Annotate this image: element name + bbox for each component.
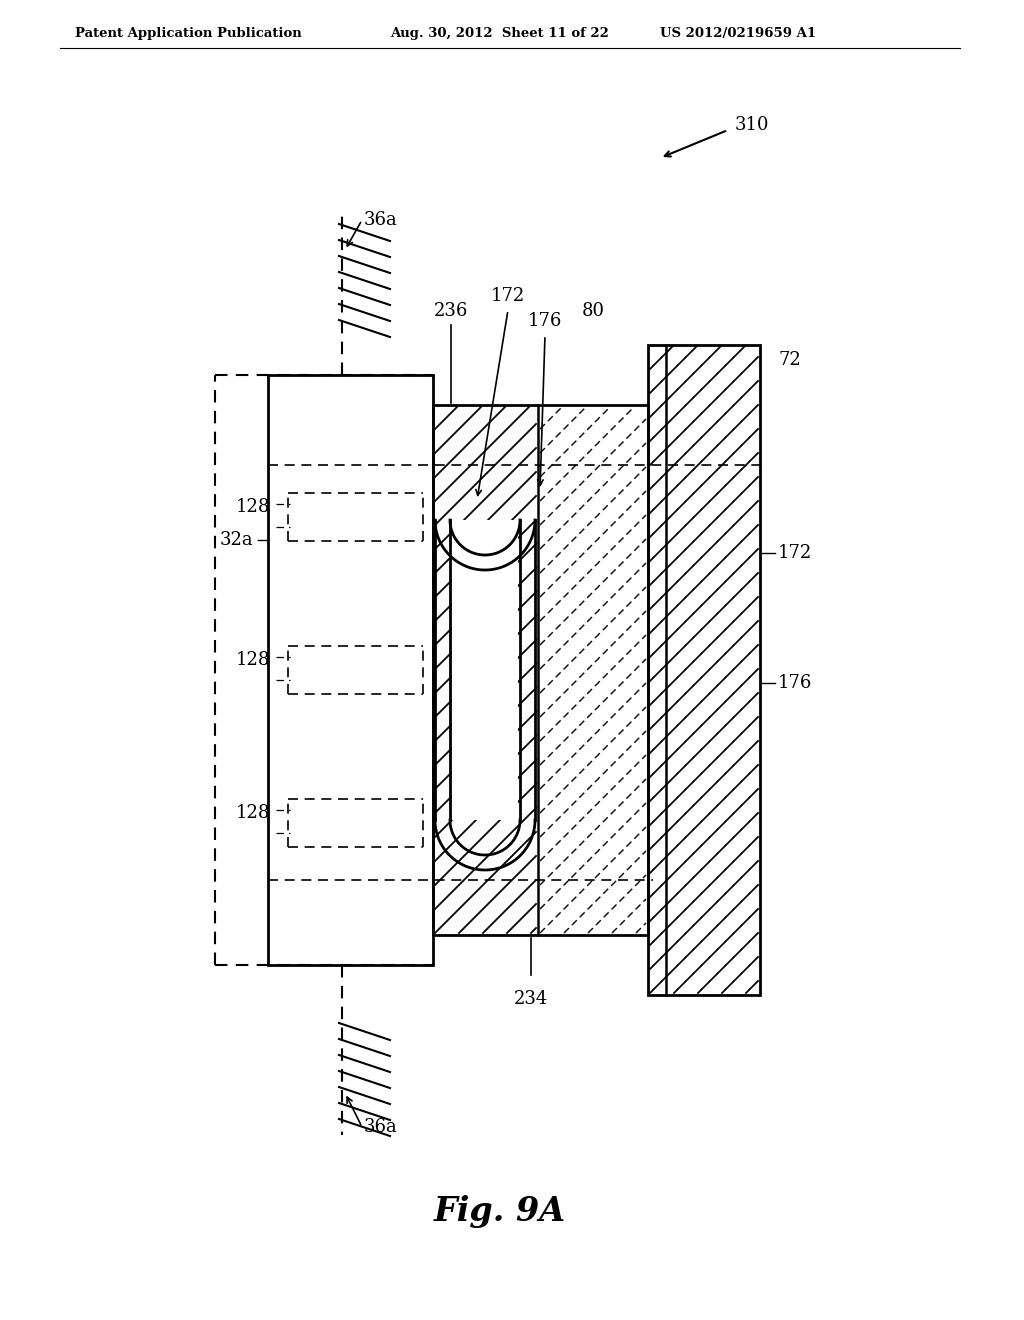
- Bar: [433, 405, 648, 935]
- Text: 128: 128: [236, 804, 270, 822]
- Text: 172: 172: [778, 544, 812, 562]
- Text: 176: 176: [778, 675, 812, 692]
- Text: 36a: 36a: [364, 1118, 397, 1137]
- Text: 72: 72: [778, 351, 801, 370]
- Bar: [268, 375, 433, 965]
- Text: Patent Application Publication: Patent Application Publication: [75, 26, 302, 40]
- Bar: [452, 520, 518, 820]
- Text: 36a: 36a: [364, 211, 397, 228]
- Text: 236: 236: [434, 302, 468, 319]
- Text: 176: 176: [527, 312, 562, 330]
- Text: 80: 80: [582, 302, 604, 319]
- Text: 128: 128: [236, 498, 270, 516]
- Text: 310: 310: [735, 116, 769, 135]
- Text: 128: 128: [236, 651, 270, 669]
- Text: Fig. 9A: Fig. 9A: [434, 1196, 566, 1229]
- Text: 234: 234: [513, 990, 548, 1008]
- Text: US 2012/0219659 A1: US 2012/0219659 A1: [660, 26, 816, 40]
- Text: 172: 172: [490, 286, 525, 305]
- Bar: [648, 345, 760, 995]
- Text: Aug. 30, 2012  Sheet 11 of 22: Aug. 30, 2012 Sheet 11 of 22: [390, 26, 609, 40]
- Text: 32a: 32a: [219, 531, 253, 549]
